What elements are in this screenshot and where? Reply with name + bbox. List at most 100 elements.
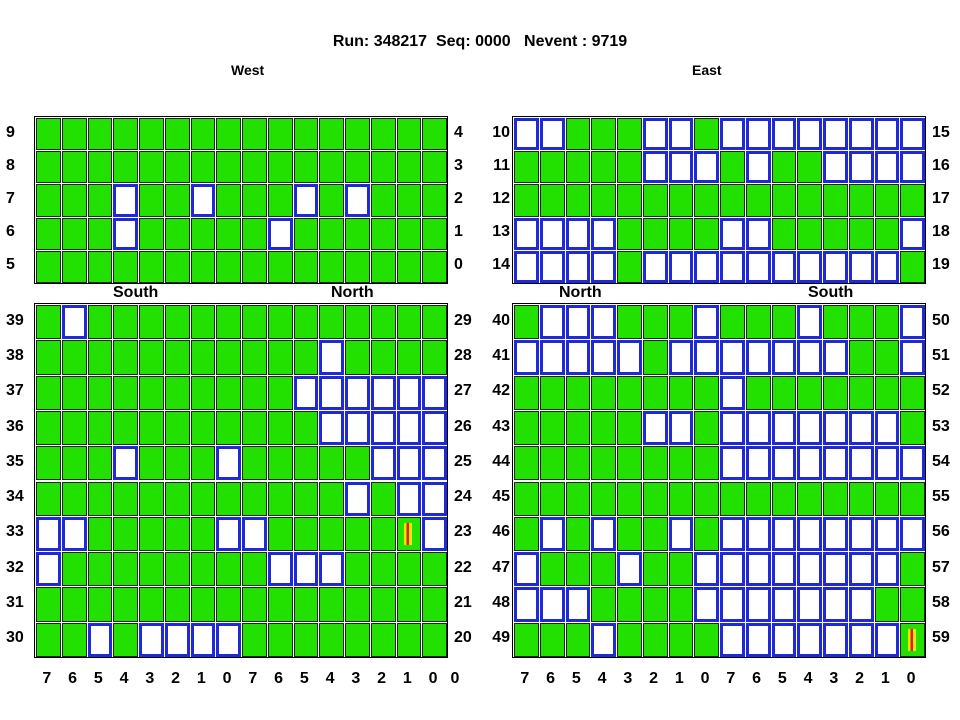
channel-cell	[900, 622, 925, 657]
channel-cell	[319, 305, 344, 340]
channel-cell	[900, 375, 925, 410]
channel-cell	[396, 250, 422, 283]
channel-cell	[396, 184, 422, 217]
channel-cell	[565, 552, 591, 587]
row-label: 31	[6, 594, 24, 612]
channel-cell	[422, 118, 447, 151]
channel-cell	[797, 118, 822, 151]
row-label: 23	[454, 523, 472, 541]
column-label: 1	[674, 670, 684, 687]
channel-cell	[848, 622, 874, 657]
channel-cell	[900, 552, 925, 587]
channel-cell	[668, 410, 694, 446]
channel-cell	[164, 552, 190, 587]
channel-cell	[823, 250, 848, 283]
channel-cell	[267, 516, 293, 552]
channel-cell	[190, 250, 216, 283]
channel-cell	[539, 250, 565, 283]
row-label: 45	[492, 488, 510, 506]
channel-cell	[139, 587, 164, 622]
channel-cell	[87, 587, 113, 622]
channel-cell	[216, 516, 241, 552]
column-label: 3	[145, 670, 155, 687]
channel-cell	[139, 622, 164, 657]
channel-cell	[514, 552, 539, 587]
channel-cell	[900, 340, 925, 375]
channel-cell	[36, 250, 61, 283]
channel-cell	[319, 587, 344, 622]
column-label: 7	[42, 670, 52, 687]
channel-cell	[139, 250, 164, 283]
channel-cell	[771, 184, 797, 217]
channel-cell	[139, 118, 164, 151]
row-label: 26	[454, 417, 472, 435]
channel-cell	[164, 587, 190, 622]
column-label: 4	[597, 670, 607, 687]
row-label: 17	[932, 190, 950, 207]
column-label: 1	[196, 670, 206, 687]
channel-cell	[539, 516, 565, 552]
channel-cell	[190, 217, 216, 250]
channel-cell	[642, 250, 668, 283]
row-label: 43	[492, 417, 510, 435]
channel-cell	[345, 118, 370, 151]
channel-cell	[267, 184, 293, 217]
channel-cell	[874, 410, 900, 446]
channel-cell	[345, 622, 370, 657]
channel-cell	[720, 552, 745, 587]
row-label: 41	[492, 346, 510, 364]
row-label: 4	[454, 123, 463, 141]
channel-cell	[720, 587, 745, 622]
channel-cell	[668, 217, 694, 250]
channel-cell	[370, 375, 396, 410]
channel-cell	[293, 184, 319, 217]
channel-cell	[771, 217, 797, 250]
channel-cell	[370, 622, 396, 657]
channel-cell	[242, 587, 267, 622]
channel-cell	[771, 151, 797, 184]
row-label: 46	[492, 523, 510, 541]
channel-cell	[422, 481, 447, 516]
row-label: 15	[932, 123, 950, 141]
channel-cell	[694, 622, 719, 657]
channel-cell	[900, 446, 925, 481]
channel-cell	[36, 340, 61, 375]
channel-cell	[242, 622, 267, 657]
row-label: 58	[932, 594, 950, 612]
row-label: 5	[6, 256, 15, 274]
channel-cell	[267, 118, 293, 151]
channel-cell	[293, 446, 319, 481]
channel-cell	[797, 587, 822, 622]
channel-cell	[319, 410, 344, 446]
channel-cell	[319, 446, 344, 481]
channel-cell	[514, 151, 539, 184]
channel-cell	[293, 587, 319, 622]
channel-cell	[61, 375, 87, 410]
channel-cell	[771, 446, 797, 481]
channel-cell	[642, 552, 668, 587]
row-label: 39	[6, 311, 24, 329]
channel-cell	[190, 340, 216, 375]
channel-cell	[319, 250, 344, 283]
channel-cell	[848, 375, 874, 410]
channel-cell	[617, 305, 642, 340]
channel-cell	[319, 516, 344, 552]
channel-cell	[113, 516, 138, 552]
channel-cell	[720, 375, 745, 410]
channel-cell	[642, 184, 668, 217]
channel-cell	[370, 151, 396, 184]
channel-cell	[87, 446, 113, 481]
channel-cell	[591, 516, 616, 552]
channel-cell	[745, 118, 771, 151]
channel-cell	[874, 481, 900, 516]
east-header: East	[692, 62, 722, 78]
column-label: 2	[377, 670, 387, 687]
channel-cell	[190, 516, 216, 552]
channel-cell	[694, 217, 719, 250]
channel-cell	[797, 481, 822, 516]
channel-cell	[539, 151, 565, 184]
channel-cell	[771, 305, 797, 340]
column-label: 0	[700, 670, 710, 687]
row-label: 38	[6, 346, 24, 364]
channel-cell	[900, 516, 925, 552]
